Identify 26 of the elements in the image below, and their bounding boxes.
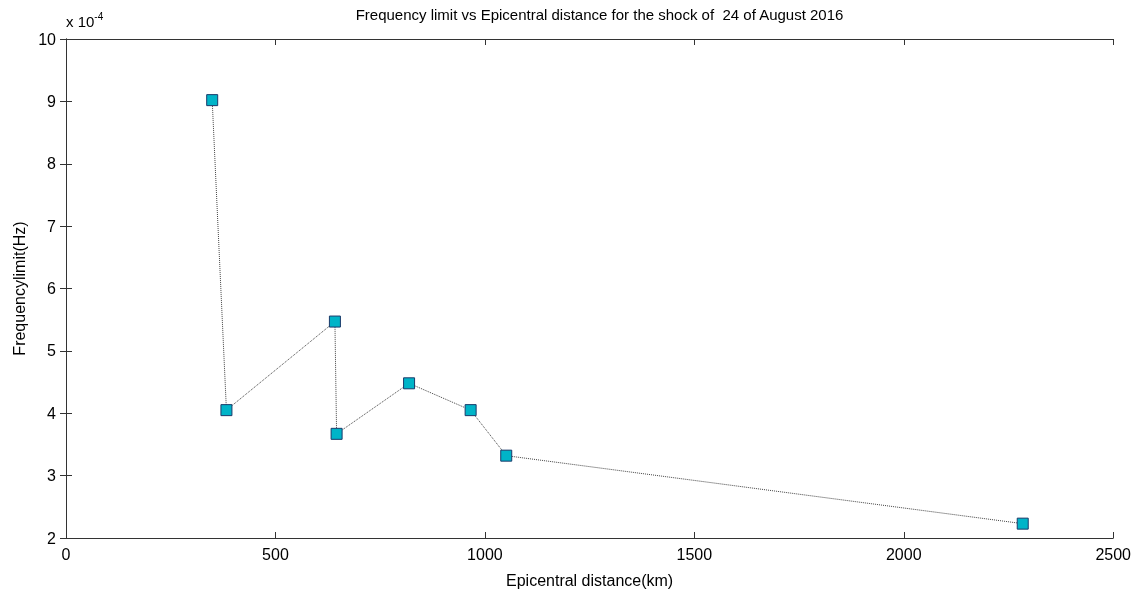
x-tick-label: 1000 <box>467 545 503 563</box>
y-axis-title: Frequencylimit(Hz) <box>10 221 28 356</box>
y-tick-label: 2 <box>47 529 57 547</box>
point <box>220 404 233 417</box>
point <box>206 94 219 107</box>
x-tick-label: 2000 <box>885 545 922 563</box>
x-axis-title: Epicentral distance(km) <box>506 571 674 589</box>
point <box>403 377 416 390</box>
y-tick-label: 3 <box>47 467 57 485</box>
y-tick-label: 7 <box>47 217 57 235</box>
y-tick-label: 4 <box>47 404 57 422</box>
point <box>464 404 477 417</box>
x-tick-label: 1500 <box>676 545 713 563</box>
x-tick-label: 2500 <box>1095 545 1132 563</box>
chart-title: Frequency limit vs Epicentral distance for the shock of 24 of August 2016 <box>355 6 844 23</box>
y-tick-label: 9 <box>47 92 57 110</box>
point <box>1016 517 1029 530</box>
point <box>330 427 343 440</box>
y-tick-label: 6 <box>47 280 57 297</box>
y-tick-label: 8 <box>47 155 57 173</box>
y-tick-label: 5 <box>47 342 57 360</box>
point <box>500 449 513 462</box>
x-tick-label: 0 <box>61 545 71 563</box>
x-tick-label: 500 <box>262 545 289 563</box>
y-tick-label: 10 <box>38 30 57 48</box>
point <box>328 315 341 328</box>
